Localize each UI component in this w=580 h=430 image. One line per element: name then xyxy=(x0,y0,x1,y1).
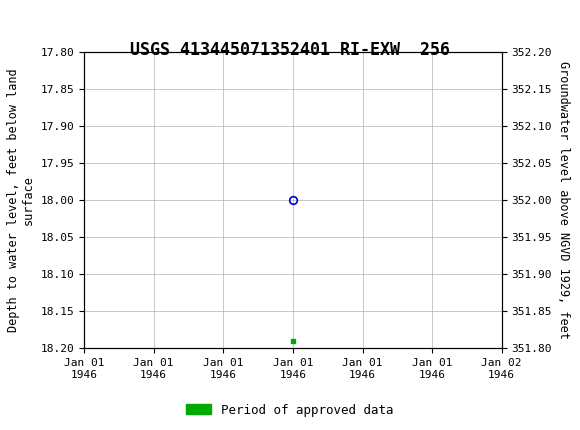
Text: USGS 413445071352401 RI-EXW  256: USGS 413445071352401 RI-EXW 256 xyxy=(130,41,450,59)
Y-axis label: Groundwater level above NGVD 1929, feet: Groundwater level above NGVD 1929, feet xyxy=(557,61,571,339)
Y-axis label: Depth to water level, feet below land
surface: Depth to water level, feet below land su… xyxy=(7,68,35,332)
Legend: Period of approved data: Period of approved data xyxy=(181,399,399,421)
Text: USGS: USGS xyxy=(46,10,106,30)
